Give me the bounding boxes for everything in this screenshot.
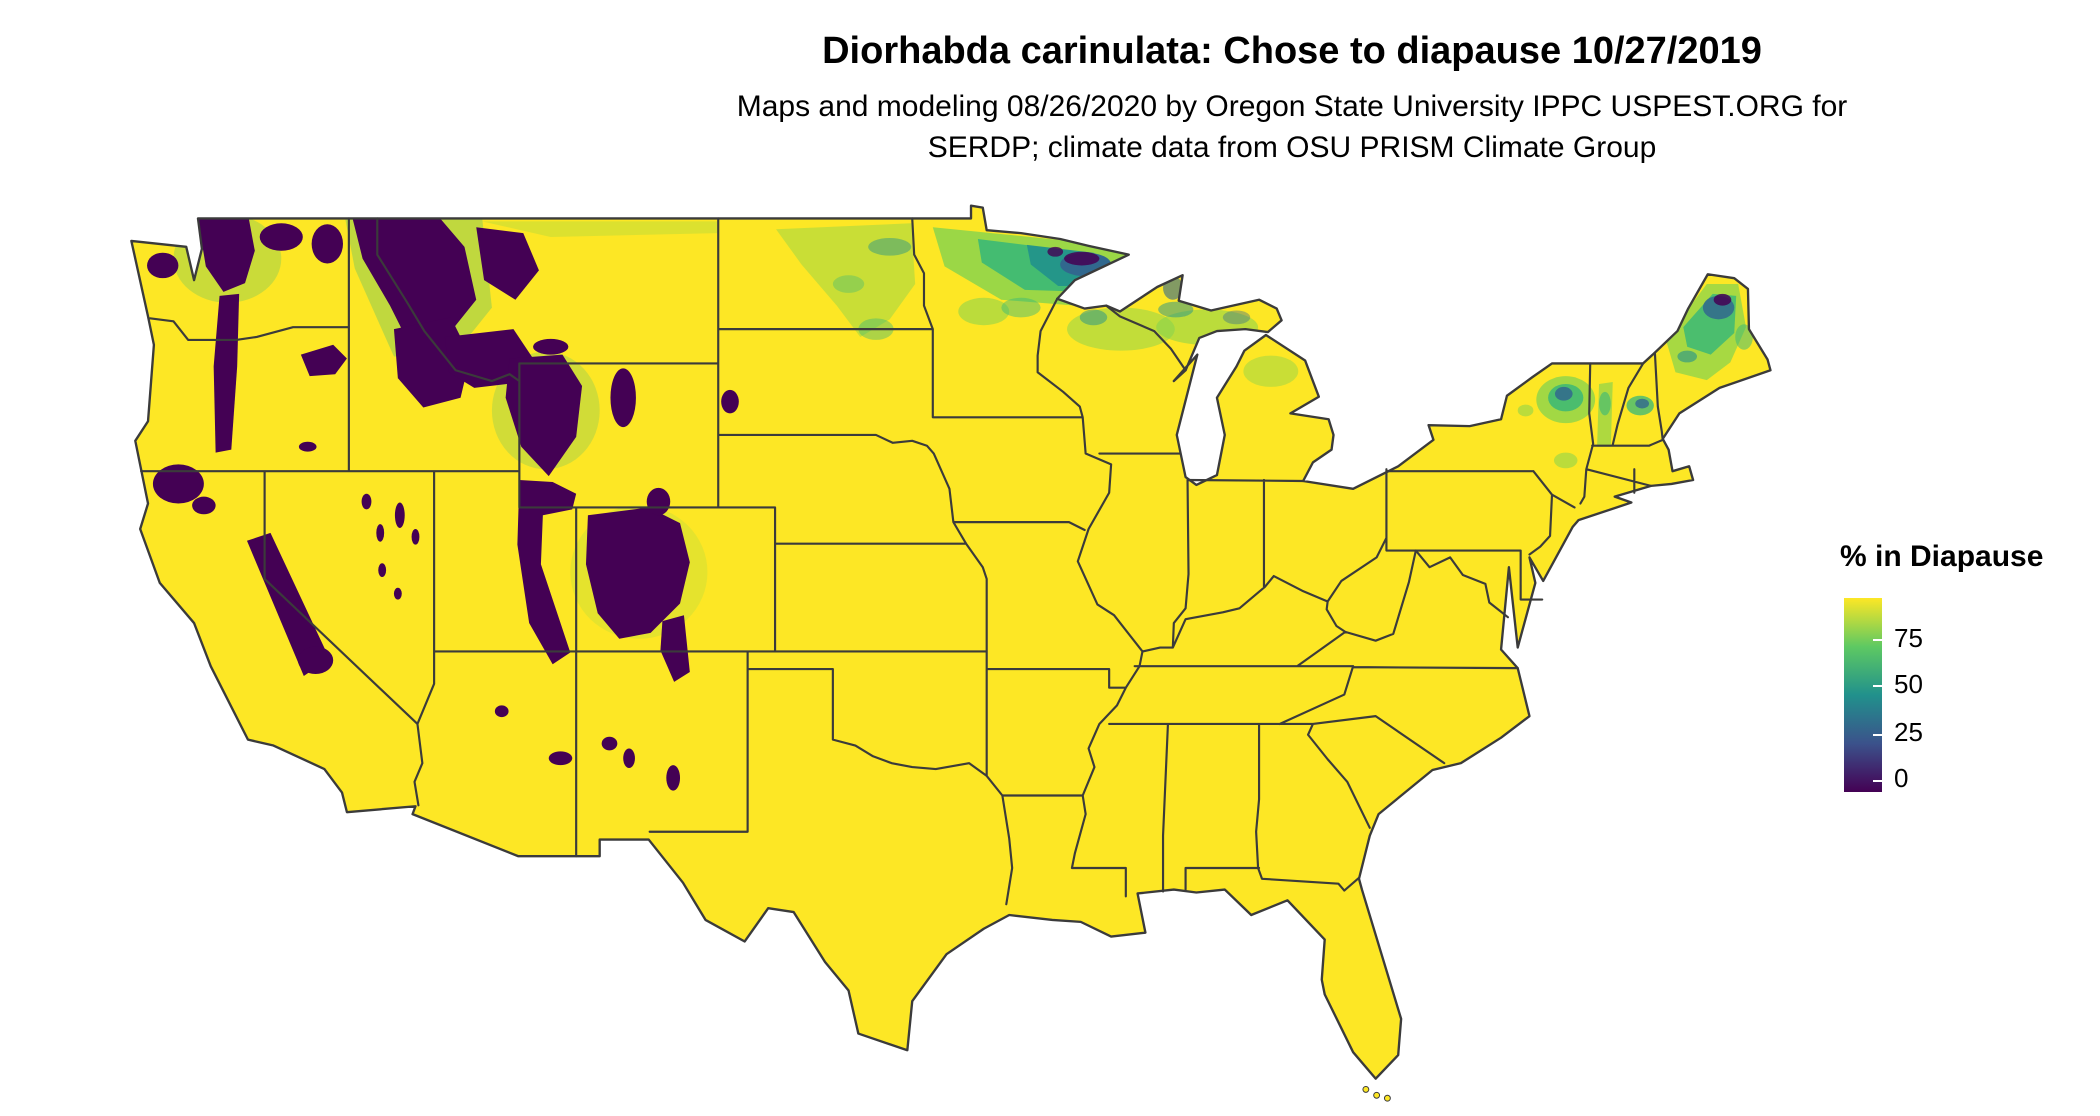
colorbar-tick-mark (1873, 733, 1882, 736)
legend-colorbar (1844, 598, 1882, 792)
legend-tick-label-75: 75 (1894, 623, 1923, 653)
legend: % in Diapause 75 50 25 0 (1840, 540, 2090, 840)
state-borders (140, 217, 1664, 906)
subtitle-line-1: Maps and modeling 08/26/2020 by Oregon S… (736, 90, 1848, 123)
page-title: Diorhabda carinulata: Chose to diapause … (822, 30, 1762, 72)
legend-tick-label-25: 25 (1894, 717, 1923, 747)
us-outline (130, 204, 1772, 1080)
colorbar-tick-mark (1873, 685, 1882, 688)
subtitle-line-2: SERDP; climate data from OSU PRISM Clima… (927, 130, 1657, 164)
us-landmass (131, 205, 1771, 1079)
florida-keys (1362, 1085, 1391, 1102)
page-subtitle: Maps and modeling 08/26/2020 by Oregon S… (737, 87, 1848, 168)
colorbar-tick-mark (1873, 780, 1882, 783)
colorbar-tick-mark (1873, 638, 1882, 641)
us-map-svg (130, 204, 1772, 1102)
legend-tick-label-0: 0 (1894, 763, 1909, 793)
us-choropleth-map (100, 190, 1795, 1111)
title-block: Diorhabda carinulata: Chose to diapause … (737, 30, 1848, 168)
legend-tick-label-50: 50 (1894, 669, 1923, 699)
legend-title: % in Diapause (1840, 540, 2044, 573)
